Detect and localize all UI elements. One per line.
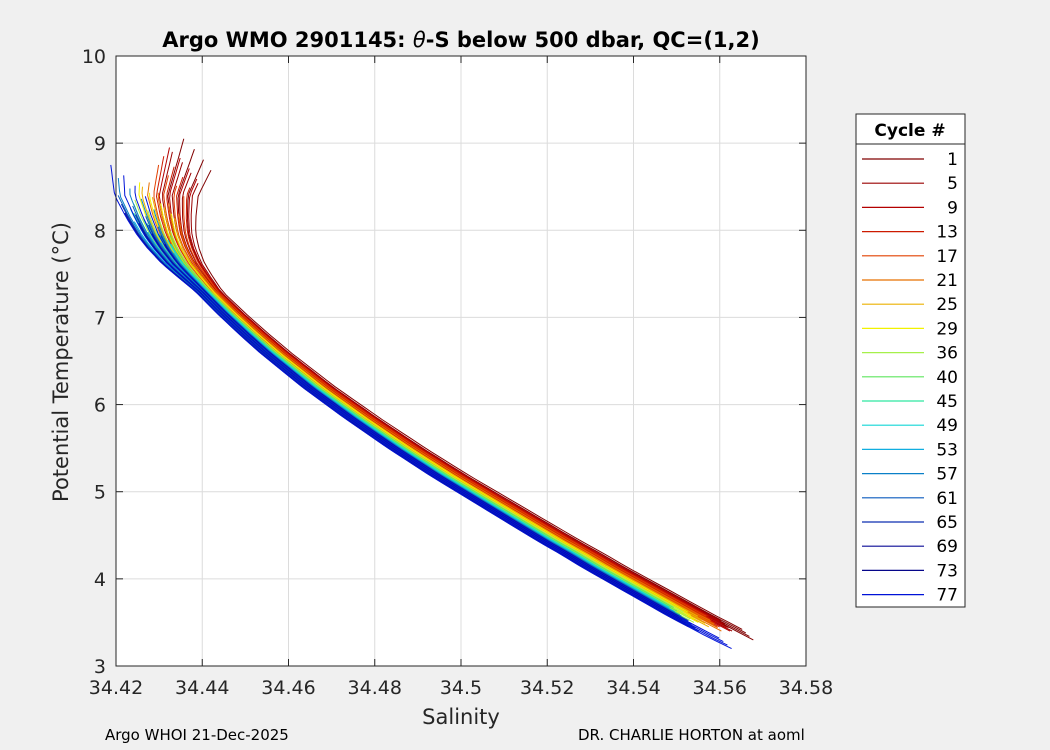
profile-line-cycle-13: [185, 187, 709, 617]
legend-label-1: 1: [947, 150, 958, 170]
y-tick-label: 6: [94, 395, 106, 417]
legend: Cycle # 1 5 9 13 17 21 25 29 36 40 45 49 53 57 61 65 69 7…: [855, 113, 966, 608]
legend-label-17: 17: [936, 247, 958, 267]
legend-entries: 1 5 9 13 17 21 25 29 36 40 45 49 53 57 61 65 69 73 77: [862, 150, 958, 606]
legend-label-25: 25: [936, 295, 958, 315]
x-tick-label: 34.5: [440, 677, 482, 699]
x-tick-label: 34.54: [606, 677, 660, 699]
x-tick-label: 34.58: [779, 677, 833, 699]
y-tick-label: 8: [94, 220, 106, 242]
y-tick-label: 5: [94, 482, 106, 504]
footer-left: Argo WHOI 21-Dec-2025: [105, 726, 289, 744]
legend-label-77: 77: [936, 586, 958, 606]
profile-line-cycle-77: [134, 185, 724, 643]
legend-label-40: 40: [936, 368, 958, 388]
legend-title: Cycle #: [874, 121, 945, 141]
y-tick-label: 3: [94, 656, 106, 678]
x-tick-label: 34.44: [175, 677, 229, 699]
x-tick-label: 34.46: [261, 677, 315, 699]
axis-ticks: 34.42 34.44 34.46 34.48 34.5 34.52 34.54 34.56 3…: [82, 46, 833, 699]
profile-line-cycle-36: [170, 231, 684, 613]
x-tick-label: 34.56: [693, 677, 747, 699]
x-tick-label: 34.52: [520, 677, 574, 699]
profile-line-cycle-77: [144, 196, 720, 639]
profile-line-cycle-29: [170, 213, 688, 613]
legend-label-57: 57: [936, 465, 958, 485]
y-tick-label: 7: [94, 307, 106, 329]
legend-label-21: 21: [936, 271, 958, 291]
profile-line-cycle-25: [173, 218, 699, 617]
legend-label-45: 45: [936, 392, 958, 412]
legend-label-49: 49: [936, 416, 958, 436]
profile-line-cycle-40: [169, 235, 674, 609]
x-tick-label: 34.42: [89, 677, 143, 699]
x-tick-label: 34.48: [348, 677, 402, 699]
profile-line-cycle-49: [167, 239, 670, 609]
legend-label-9: 9: [947, 198, 958, 218]
legend-label-36: 36: [936, 344, 958, 364]
legend-label-13: 13: [936, 223, 958, 243]
profile-line-cycle-57: [153, 209, 682, 617]
profile-line-cycle-9: [188, 178, 720, 622]
legend-label-73: 73: [936, 561, 958, 581]
footer-right: DR. CHARLIE HORTON at aoml: [578, 726, 805, 744]
profile-line-cycle-21: [178, 213, 711, 622]
legend-label-53: 53: [936, 440, 958, 460]
legend-box: [855, 113, 966, 608]
legend-label-65: 65: [936, 513, 958, 533]
legend-label-61: 61: [936, 489, 958, 509]
profile-line-cycle-77: [110, 164, 732, 650]
profile-line-cycle-5: [190, 182, 722, 622]
y-tick-label: 10: [82, 46, 106, 68]
y-tick-label: 4: [94, 569, 106, 591]
chart-title: Argo WMO 2901145: θ-S below 500 dbar, QC…: [162, 28, 759, 52]
profile-line-cycle-13: [176, 176, 713, 621]
profile-line-cycle-77: [123, 175, 728, 646]
profile-line-cycle-1: [195, 169, 743, 630]
profile-line-cycle-17: [183, 196, 707, 617]
legend-label-5: 5: [947, 174, 958, 194]
y-axis-label: Potential Temperature (°C): [49, 222, 73, 502]
y-tick-label: 9: [94, 133, 106, 155]
x-axis-label: Salinity: [422, 705, 500, 729]
profile-lines: [110, 138, 754, 650]
legend-label-69: 69: [936, 537, 958, 557]
legend-label-29: 29: [936, 319, 958, 339]
